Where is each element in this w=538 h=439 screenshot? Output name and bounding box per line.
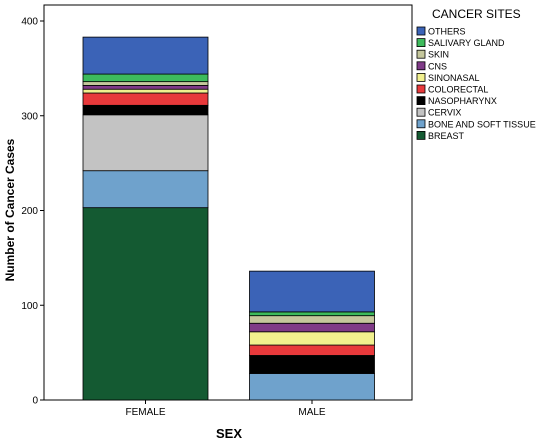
bar-segment-colorectal (82, 92, 209, 106)
legend-label: CERVIX (428, 108, 461, 118)
legend-swatch (416, 107, 426, 117)
bar-segment-skin (82, 81, 209, 86)
bar-segment-nasopharynx (249, 355, 375, 374)
y-tick-label: 0 (32, 396, 38, 407)
y-tick-label: 200 (21, 206, 38, 217)
legend-label: BONE AND SOFT TISSUE (428, 119, 536, 129)
bar-segment-salivary-gland (249, 311, 375, 317)
legend-label: NASOPHARYNX (428, 96, 497, 106)
bar-segment-cns (249, 322, 375, 333)
bar-segment-skin (249, 315, 375, 324)
legend-swatch (416, 84, 426, 94)
plot-frame (43, 4, 413, 401)
legend-label: OTHERS (428, 27, 466, 37)
legend-swatch (416, 119, 426, 129)
bar-segment-salivary-gland (82, 73, 209, 83)
legend-label: BREAST (428, 131, 465, 141)
bar-segment-colorectal (249, 344, 375, 356)
bar-segment-others (82, 36, 209, 75)
legend-swatch (416, 61, 426, 71)
bars (82, 36, 375, 401)
bar-segment-bone-and-soft-tissue (249, 373, 375, 401)
y-tick-label: 300 (21, 111, 38, 122)
x-axis: FEMALE MALE (125, 400, 326, 418)
bar-segment-sinonasal (249, 331, 375, 346)
legend-label: CNS (428, 61, 447, 71)
legend-title: CANCER SITES (432, 7, 521, 21)
bar-segment-sinonasal (82, 88, 209, 94)
x-tick-label: FEMALE (125, 407, 165, 418)
y-axis: 0 100 200 300 400 (21, 4, 413, 407)
legend-label: COLORECTAL (428, 85, 488, 95)
x-tick-label: MALE (298, 407, 326, 418)
bar-segment-bone-and-soft-tissue (82, 170, 209, 209)
legend-swatch (416, 26, 426, 36)
x-axis-title: SEX (216, 426, 242, 439)
legend-label: SALIVARY GLAND (428, 38, 505, 48)
bar-segment-others (249, 270, 375, 313)
legend-label: SINONASAL (428, 73, 480, 83)
bar-segment-cns (82, 85, 209, 90)
legend-swatch (416, 38, 426, 47)
y-tick-label: 100 (21, 301, 38, 312)
legend-swatch (416, 96, 426, 105)
legend-swatch (416, 73, 426, 82)
bar-segment-cervix (82, 114, 209, 172)
y-axis-title: Number of Cancer Cases (3, 138, 17, 281)
legend-swatch (416, 130, 426, 140)
bar-segment-nasopharynx (82, 104, 209, 116)
bar-segment-breast (82, 207, 209, 401)
legend-swatch (416, 49, 426, 59)
legend-label: SKIN (428, 50, 449, 60)
y-tick-label: 400 (21, 17, 38, 28)
